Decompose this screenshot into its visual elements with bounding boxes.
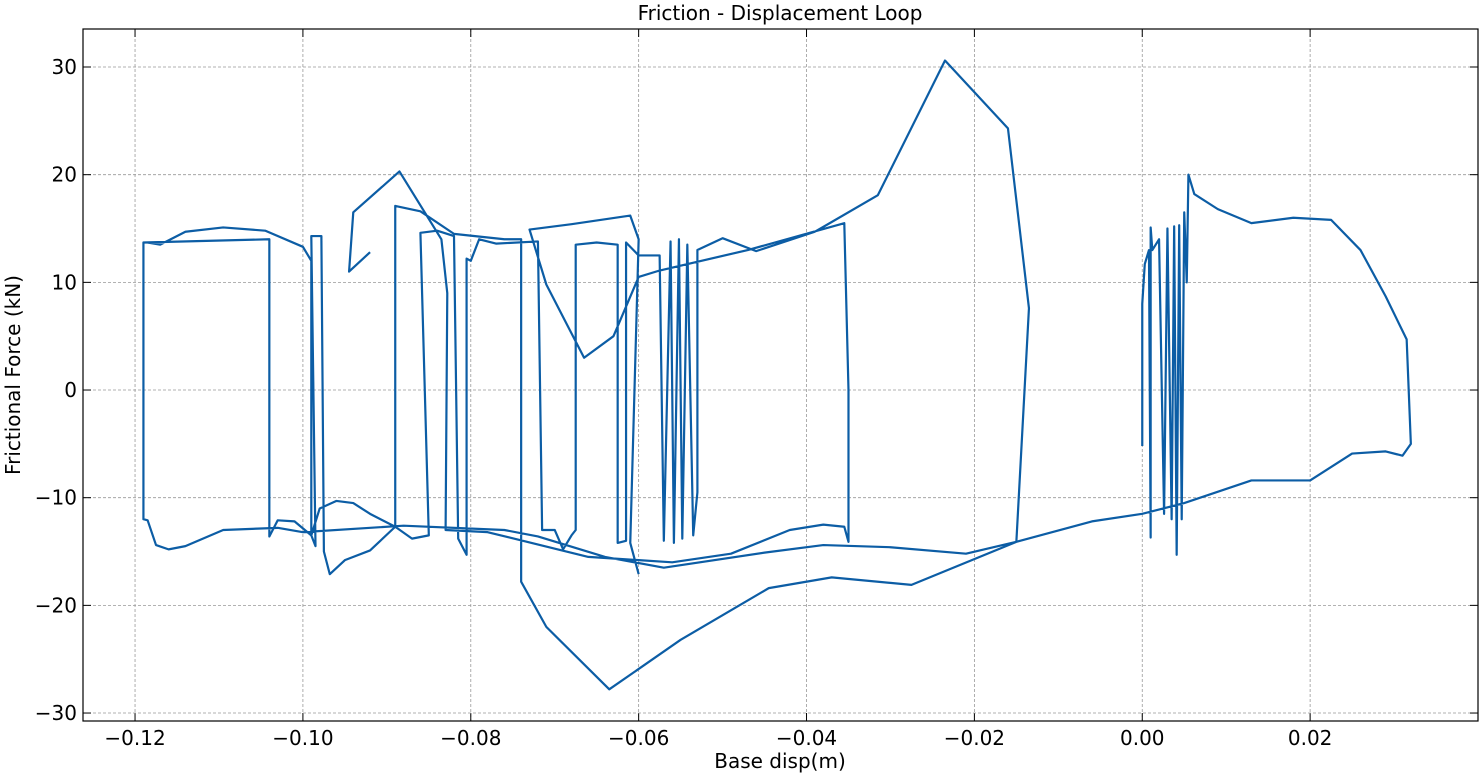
x-axis-label: Base disp(m) [714, 749, 846, 773]
y-tick-label: −20 [35, 593, 77, 617]
chart-title: Friction - Displacement Loop [638, 1, 923, 25]
data-line [142, 59, 1412, 691]
x-tick-label: −0.12 [104, 726, 165, 750]
x-tick-label: 0.00 [1120, 726, 1165, 750]
y-tick-label: 30 [52, 55, 77, 79]
y-tick-label: 0 [64, 378, 77, 402]
y-tick-label: 20 [52, 163, 77, 187]
y-tick-label: 10 [52, 270, 77, 294]
x-tick-label: −0.06 [608, 726, 669, 750]
plot-frame [82, 28, 1479, 722]
x-tick-label: −0.04 [776, 726, 837, 750]
x-tick-label: −0.02 [944, 726, 1005, 750]
x-tick-label: 0.02 [1288, 726, 1333, 750]
y-tick-label: −30 [35, 701, 77, 725]
y-tick-label: −10 [35, 486, 77, 510]
y-axis-label: Frictional Force (kN) [1, 275, 25, 475]
x-tick-label: −0.08 [440, 726, 501, 750]
x-tick-label: −0.10 [272, 726, 333, 750]
